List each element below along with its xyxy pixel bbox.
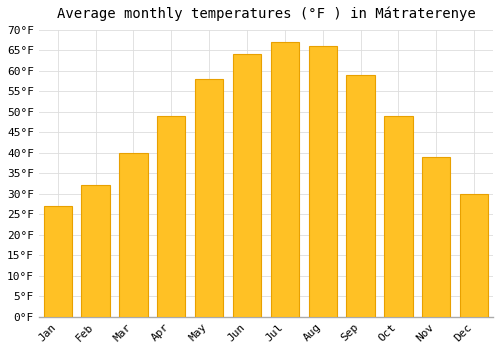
Bar — [308, 46, 337, 317]
Bar — [82, 186, 110, 317]
Bar — [460, 194, 488, 317]
Bar — [346, 75, 375, 317]
Bar — [422, 157, 450, 317]
Bar — [233, 54, 261, 317]
Bar — [270, 42, 299, 317]
Bar — [384, 116, 412, 317]
Title: Average monthly temperatures (°F ) in Mátraterenye: Average monthly temperatures (°F ) in Má… — [56, 7, 476, 21]
Bar — [119, 153, 148, 317]
Bar — [157, 116, 186, 317]
Bar — [195, 79, 224, 317]
Bar — [44, 206, 72, 317]
